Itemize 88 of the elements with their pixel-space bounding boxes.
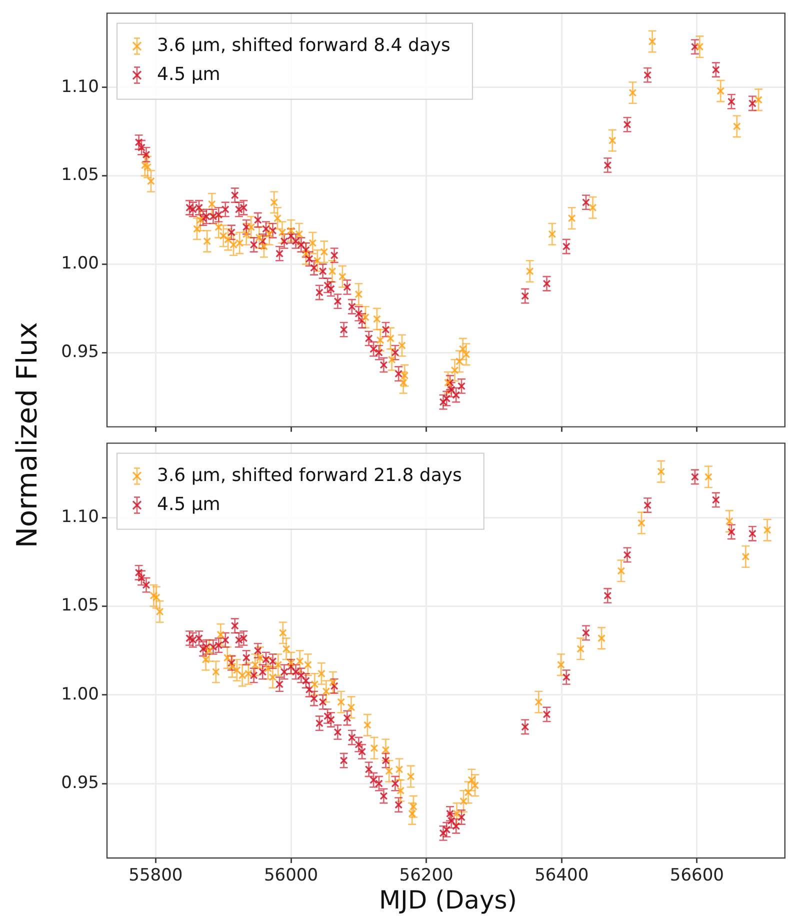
legend-label: 4.5 μm	[157, 494, 220, 515]
point	[598, 634, 606, 642]
point	[548, 230, 556, 238]
point	[608, 136, 616, 144]
point	[236, 238, 244, 247]
point	[144, 162, 152, 171]
point	[534, 698, 543, 706]
point	[150, 592, 158, 600]
point	[304, 660, 312, 669]
point	[337, 698, 346, 706]
legend-label: 3.6 μm, shifted forward 21.8 days	[157, 464, 462, 486]
point	[214, 223, 223, 232]
point	[376, 336, 384, 344]
point	[382, 746, 390, 754]
point	[232, 666, 241, 674]
point	[395, 765, 404, 774]
point	[338, 272, 346, 281]
point	[255, 234, 264, 242]
x-tick-label: 56400	[534, 866, 589, 886]
point	[617, 566, 626, 575]
point	[208, 200, 216, 208]
point	[302, 250, 310, 258]
point	[278, 628, 287, 637]
point	[696, 42, 704, 51]
point	[203, 237, 212, 246]
point	[372, 315, 381, 323]
point	[313, 256, 322, 265]
point	[396, 786, 405, 795]
point	[716, 86, 725, 95]
point	[205, 646, 214, 655]
point	[588, 204, 597, 212]
point	[526, 267, 534, 276]
point	[556, 660, 565, 669]
point	[704, 472, 712, 481]
point	[657, 468, 666, 476]
y-tick-label: 1.05	[61, 596, 99, 616]
point	[212, 668, 220, 676]
y-tick-label: 1.10	[61, 76, 99, 97]
y-tick-label: 0.95	[61, 772, 99, 793]
x-tick-label: 56000	[264, 866, 318, 886]
point	[216, 630, 225, 639]
point	[193, 224, 201, 233]
point	[725, 517, 734, 526]
point	[361, 313, 370, 322]
point	[140, 161, 149, 170]
point	[322, 687, 330, 696]
y-tick-label: 1.00	[61, 684, 99, 704]
y-tick-label: 1.00	[61, 254, 99, 274]
point	[568, 214, 576, 222]
point	[244, 670, 252, 678]
point	[763, 526, 772, 534]
point	[152, 593, 160, 602]
x-tick-label: 56600	[670, 866, 724, 886]
point	[296, 657, 304, 666]
x-tick-label: 55800	[128, 866, 183, 886]
point	[354, 290, 363, 298]
point	[754, 96, 762, 104]
point	[576, 644, 585, 653]
point	[264, 664, 272, 672]
point	[310, 680, 319, 688]
point	[648, 38, 656, 46]
point	[385, 767, 394, 776]
point	[295, 230, 304, 238]
point	[347, 703, 356, 712]
point	[452, 810, 461, 818]
point	[628, 88, 637, 97]
point	[196, 216, 204, 224]
point	[224, 235, 232, 244]
point	[732, 122, 741, 130]
point	[742, 552, 750, 561]
point	[363, 721, 372, 730]
point	[386, 334, 394, 342]
y-axis-title: Normalized Flux	[10, 322, 44, 548]
point	[223, 654, 232, 662]
x-tick-label: 56200	[399, 866, 454, 886]
point	[328, 267, 336, 276]
point	[287, 226, 296, 235]
y-tick-label: 0.95	[61, 342, 99, 362]
point	[370, 744, 378, 752]
point	[388, 356, 396, 364]
y-tick-label: 1.05	[61, 165, 99, 186]
y-tick-label: 1.10	[61, 507, 99, 528]
point	[202, 655, 210, 664]
point	[637, 518, 646, 527]
legend-label: 4.5 μm	[157, 64, 220, 85]
x-axis-title: MJD (Days)	[378, 886, 518, 914]
point	[270, 198, 278, 206]
legend-label: 3.6 μm, shifted forward 8.4 days	[157, 34, 450, 56]
